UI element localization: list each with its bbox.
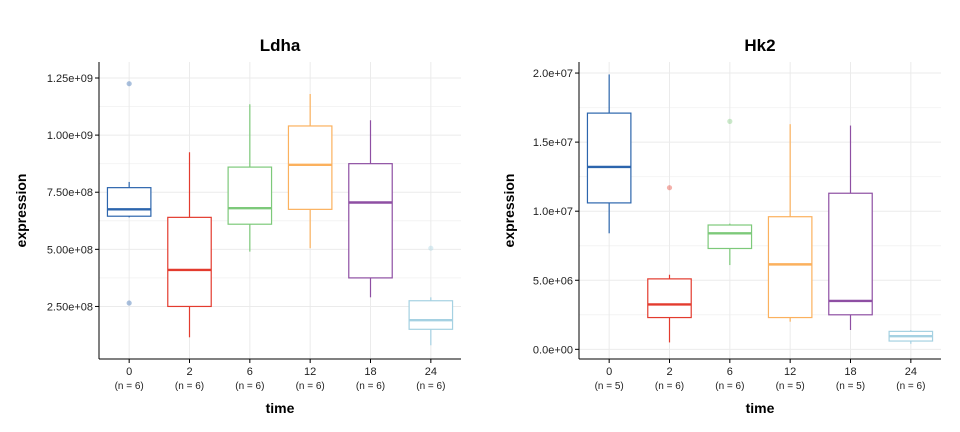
y-tick-label: 0.0e+00 bbox=[533, 344, 573, 356]
panel-title: Ldha bbox=[260, 36, 301, 55]
x-tick-label: 2 bbox=[186, 366, 192, 378]
box-hk2-6 bbox=[707, 118, 753, 266]
outlier-point bbox=[666, 185, 673, 191]
box-hk2-24 bbox=[888, 329, 934, 344]
y-tick-label: 1.5e+07 bbox=[533, 137, 573, 149]
box-iqr bbox=[828, 192, 873, 316]
x-axis-title: time bbox=[746, 400, 775, 416]
panel-hk2: 0.0e+00 5.0e+06 1.0e+07 1.5e+07 2.0e+07 0 (n =… bbox=[501, 36, 941, 416]
x-tick-label: 24 bbox=[425, 366, 437, 378]
y-tick-label: 5.0e+06 bbox=[533, 275, 573, 287]
box-iqr bbox=[287, 125, 333, 210]
x-tick-label: 0 bbox=[606, 366, 612, 378]
box-ldha-2 bbox=[167, 152, 212, 338]
x-tick-label: 6 bbox=[247, 366, 253, 378]
y-tick-label: 5.00e+08 bbox=[47, 244, 93, 256]
outlier-point bbox=[126, 81, 132, 87]
x-tick-label: 18 bbox=[844, 366, 856, 378]
y-tick-label: 7.50e+08 bbox=[47, 187, 93, 199]
box-iqr bbox=[348, 163, 393, 279]
x-tick-n-label: (n = 6) bbox=[655, 381, 684, 392]
box-ldha-18 bbox=[348, 120, 393, 298]
x-tick-label: 0 bbox=[126, 366, 132, 378]
box-iqr bbox=[707, 224, 753, 250]
box-iqr bbox=[227, 166, 273, 225]
box-ldha-12 bbox=[287, 93, 333, 249]
box-hk2-2 bbox=[647, 185, 692, 343]
panel-title: Hk2 bbox=[744, 36, 775, 55]
box-ldha-24 bbox=[408, 245, 454, 346]
box-iqr bbox=[167, 216, 212, 308]
x-tick-n-label: (n = 5) bbox=[595, 381, 624, 392]
y-tick-label: 1.00e+09 bbox=[47, 130, 93, 142]
box-iqr bbox=[586, 112, 632, 204]
y-tick-label: 2.50e+08 bbox=[47, 301, 93, 313]
box-ldha-0 bbox=[106, 81, 152, 306]
x-tick-label: 18 bbox=[364, 366, 376, 378]
y-tick-label: 1.25e+09 bbox=[47, 73, 93, 85]
x-tick-label: 12 bbox=[784, 366, 796, 378]
x-tick-label: 6 bbox=[727, 366, 733, 378]
box-ldha-6 bbox=[227, 104, 273, 252]
x-tick-label: 24 bbox=[905, 366, 917, 378]
y-tick-label: 2.0e+07 bbox=[533, 68, 573, 80]
x-tick-label: 2 bbox=[666, 366, 672, 378]
box-hk2-18 bbox=[828, 125, 873, 330]
box-iqr bbox=[647, 278, 692, 319]
x-tick-n-label: (n = 5) bbox=[776, 381, 805, 392]
x-tick-n-label: (n = 6) bbox=[416, 381, 445, 392]
box-iqr bbox=[408, 300, 454, 330]
box-iqr bbox=[767, 216, 813, 319]
box-hk2-0 bbox=[586, 74, 632, 234]
box-iqr bbox=[106, 187, 152, 217]
panel-ldha: 2.50e+08 5.00e+08 7.50e+08 1.00e+09 1.25e+09… bbox=[13, 36, 461, 416]
x-tick-n-label: (n = 6) bbox=[296, 381, 325, 392]
x-tick-label: 12 bbox=[304, 366, 316, 378]
x-tick-n-label: (n = 6) bbox=[175, 381, 204, 392]
y-axis-title: expression bbox=[13, 174, 29, 248]
y-axis-title: expression bbox=[501, 174, 517, 248]
box-hk2-12 bbox=[767, 124, 813, 322]
outlier-point bbox=[126, 300, 132, 306]
x-tick-n-label: (n = 6) bbox=[356, 381, 385, 392]
x-tick-n-label: (n = 5) bbox=[836, 381, 865, 392]
outlier-point bbox=[727, 118, 733, 124]
y-tick-label: 1.0e+07 bbox=[533, 206, 573, 218]
x-tick-n-label: (n = 6) bbox=[715, 381, 744, 392]
outlier-point bbox=[428, 245, 434, 251]
x-tick-n-label: (n = 6) bbox=[115, 381, 144, 392]
x-tick-n-label: (n = 6) bbox=[235, 381, 264, 392]
x-tick-n-label: (n = 6) bbox=[896, 381, 925, 392]
x-axis-title: time bbox=[266, 400, 295, 416]
